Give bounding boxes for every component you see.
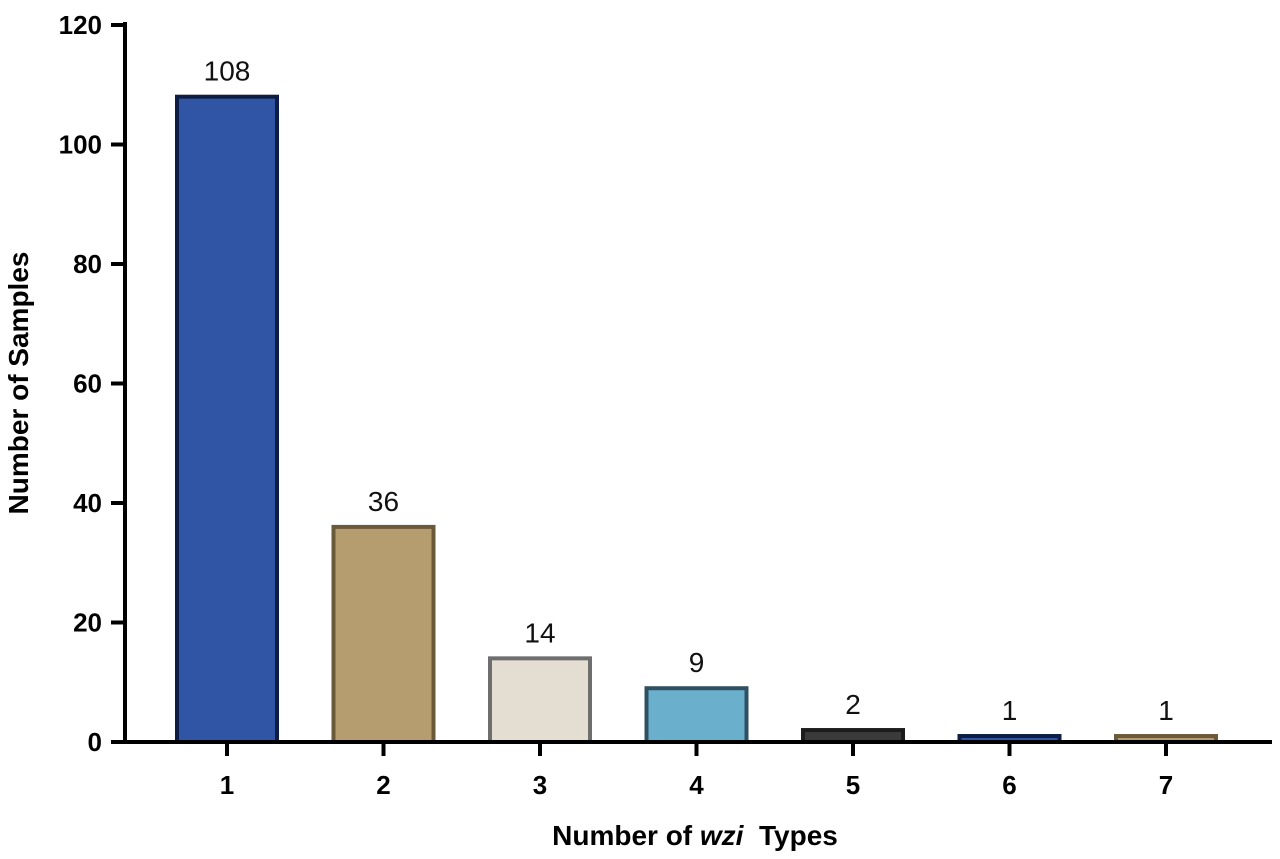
data-label-2: 36 xyxy=(368,486,399,517)
x-tick-label-2: 2 xyxy=(376,770,390,800)
bar-3 xyxy=(488,656,592,744)
data-label-3: 14 xyxy=(524,617,555,648)
x-axis-title-prefix: Number of xyxy=(552,820,700,851)
bar-2 xyxy=(331,524,436,745)
bars-group xyxy=(175,94,1218,745)
y-tick-label-80: 80 xyxy=(73,249,102,279)
y-tick-label-100: 100 xyxy=(59,130,102,160)
y-tick-label-0: 0 xyxy=(88,727,102,757)
x-tick-label-5: 5 xyxy=(846,770,860,800)
data-label-5: 2 xyxy=(845,689,861,720)
bar-1 xyxy=(175,94,279,744)
data-label-4: 9 xyxy=(689,647,705,678)
y-tick-label-20: 20 xyxy=(73,608,102,638)
y-tick-label-40: 40 xyxy=(73,488,102,518)
y-ticks-group: 0 20 40 60 80 100 120 xyxy=(59,10,125,757)
data-labels-group: 108 36 14 9 2 1 1 xyxy=(204,56,1174,726)
bar-4 xyxy=(644,686,749,744)
x-ticks-group: 1 2 3 4 5 6 7 xyxy=(220,742,1173,800)
x-tick-label-3: 3 xyxy=(533,770,547,800)
data-label-1: 108 xyxy=(204,56,251,87)
y-tick-label-120: 120 xyxy=(59,10,102,40)
x-tick-label-1: 1 xyxy=(220,770,234,800)
x-axis-title-suffix: Types xyxy=(743,820,837,851)
x-tick-label-7: 7 xyxy=(1159,770,1173,800)
y-axis-title: Number of Samples xyxy=(3,252,34,515)
x-axis-title-italic: wzi xyxy=(700,820,745,851)
x-axis-title: Number of wzi Types xyxy=(552,820,838,851)
x-tick-label-6: 6 xyxy=(1002,770,1016,800)
x-tick-label-4: 4 xyxy=(689,770,704,800)
y-tick-label-60: 60 xyxy=(73,369,102,399)
data-label-6: 1 xyxy=(1002,695,1018,726)
data-label-7: 1 xyxy=(1158,695,1174,726)
